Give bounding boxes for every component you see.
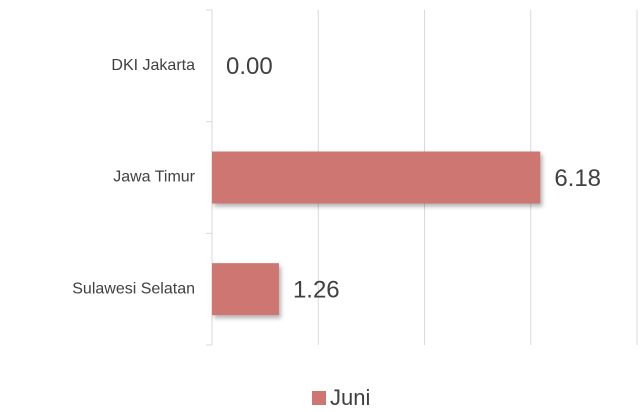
data-label: 6.18 [554, 165, 601, 192]
bar [212, 151, 541, 204]
data-label: 0.00 [226, 53, 273, 80]
y-tick-label: Jawa Timur [113, 169, 195, 186]
bar [212, 263, 279, 316]
y-tick-label: DKI Jakarta [111, 57, 195, 74]
legend-label: Juni [330, 385, 370, 410]
data-label: 1.26 [293, 277, 340, 304]
y-tick-label: Sulawesi Selatan [72, 280, 195, 297]
legend-swatch [312, 391, 326, 405]
